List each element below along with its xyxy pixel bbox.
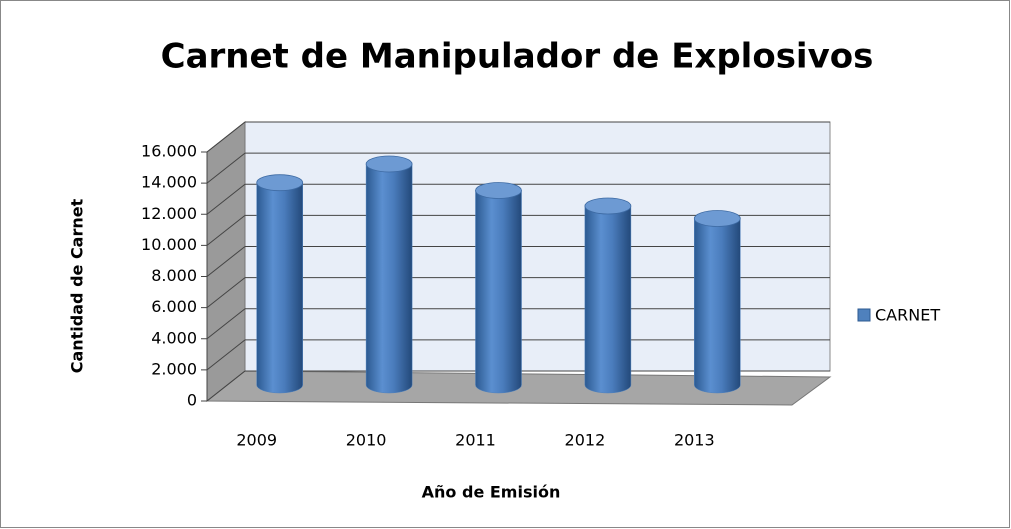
y-axis-title: Cantidad de Carnet [68,198,87,373]
x-tick-label: 2013 [674,431,715,450]
side-grid-line [206,214,246,246]
chart-title: Carnet de Manipulador de Explosivos [161,37,874,77]
bar-top [365,155,413,173]
side-grid-line [206,277,246,309]
x-tick-label: 2010 [346,431,387,450]
y-tick-label: 2.000 [151,359,197,378]
y-tick-label: 12.000 [141,204,197,223]
bar [584,205,632,394]
side-grid-line [206,339,246,371]
side-grid-line [206,183,246,215]
bar [256,182,303,394]
y-tick-label: 10.000 [141,235,197,254]
legend-label: CARNET [875,306,940,325]
bar [475,190,522,394]
bar-top [693,210,741,227]
y-tick-label: 4.000 [151,328,197,347]
y-tick-label: 6.000 [151,297,197,316]
x-axis-title: Año de Emisión [422,483,561,502]
y-tick-label: 14.000 [141,173,197,192]
legend-swatch [857,308,871,322]
y-tick-label: 16.000 [141,142,197,161]
bar [365,163,413,394]
side-grid-line [206,370,246,402]
x-tick-label: 2009 [236,431,277,450]
bar-top [584,197,632,215]
x-tick-label: 2011 [455,431,496,450]
x-tick-label: 2012 [565,431,606,450]
side-grid-line [206,121,246,153]
y-tick-label: 0 [187,391,197,410]
side-grid-line [206,246,246,277]
bar-top [475,182,522,199]
y-tick-label: 8.000 [151,266,197,285]
side-grid-line [206,308,246,340]
bar [694,218,741,394]
side-grid-line [206,152,246,184]
bar-top [256,174,304,192]
